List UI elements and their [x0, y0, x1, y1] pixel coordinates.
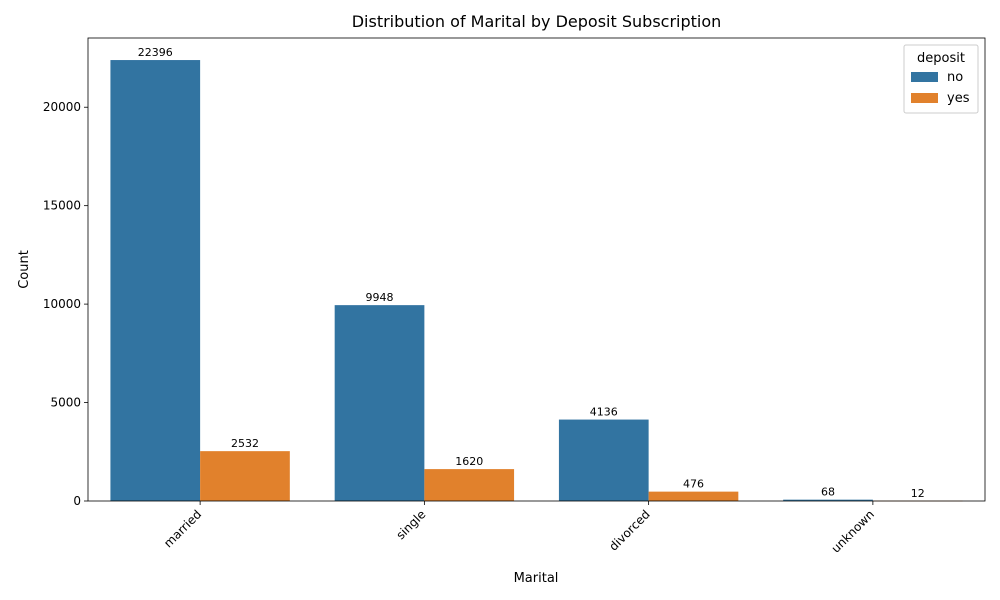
bar-no-divorced — [558, 419, 649, 501]
value-label-no-single: 9948 — [366, 291, 394, 304]
y-tick-label: 10000 — [43, 297, 81, 311]
bar-yes-divorced — [648, 491, 739, 501]
value-label-no-unknown: 68 — [821, 486, 835, 499]
value-label-yes-single: 1620 — [455, 455, 483, 468]
legend-label-no: no — [947, 70, 963, 85]
bar-yes-single — [424, 469, 515, 501]
chart-title: Distribution of Marital by Deposit Subsc… — [351, 12, 722, 31]
x-tick-label-single: single — [393, 507, 428, 542]
plot-area-frame — [87, 37, 986, 502]
bars-group — [110, 60, 963, 502]
bar-yes-married — [200, 451, 290, 501]
x-axis: married single divorced unknown — [161, 501, 877, 556]
x-tick-label-married: married — [161, 507, 204, 550]
value-label-yes-unknown: 12 — [911, 487, 925, 500]
legend-title: deposit — [917, 51, 965, 66]
legend: deposit no yes — [903, 44, 979, 114]
y-tick-label: 15000 — [43, 199, 81, 213]
y-axis-label: Count — [17, 250, 32, 289]
bar-no-unknown — [783, 499, 873, 501]
value-label-no-divorced: 4136 — [590, 406, 618, 419]
legend-swatch-yes — [911, 93, 938, 103]
y-axis: 0 5000 10000 15000 20000 — [43, 100, 88, 508]
value-label-yes-married: 2532 — [231, 437, 259, 450]
x-tick-label-unknown: unknown — [829, 507, 877, 555]
legend-label-yes: yes — [947, 91, 970, 106]
x-tick-label-divorced: divorced — [606, 507, 652, 553]
bar-no-married — [110, 60, 201, 502]
y-tick-label: 5000 — [50, 396, 81, 410]
y-tick-label: 20000 — [43, 100, 81, 114]
x-axis-label: Marital — [514, 571, 559, 586]
y-tick-label: 0 — [73, 494, 81, 508]
value-label-no-married: 22396 — [138, 46, 173, 59]
value-labels-group: 22396 9948 4136 68 2532 1620 476 12 — [138, 46, 925, 500]
legend-swatch-no — [911, 72, 938, 82]
bar-no-single — [334, 305, 425, 501]
value-label-yes-divorced: 476 — [683, 478, 704, 491]
